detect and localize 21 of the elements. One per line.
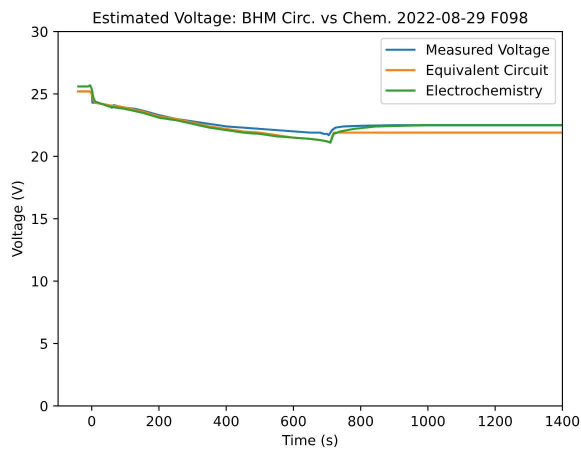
y-axis-title: Voltage (V): [12, 182, 26, 258]
legend-label: Electrochemistry: [426, 84, 542, 98]
y-tick-label: 30: [32, 26, 48, 38]
x-tick-label: 1200: [479, 416, 512, 426]
x-tick-label: 1000: [412, 416, 445, 426]
x-axis-title: Time (s): [282, 434, 338, 448]
legend-label: Equivalent Circuit: [426, 64, 548, 78]
x-tick-label: 200: [146, 416, 172, 426]
y-tick-label: 20: [32, 151, 48, 162]
x-tick-label: 0: [88, 416, 96, 426]
x-tick-label: 600: [281, 416, 306, 426]
x-tick-label: 400: [214, 416, 239, 426]
chart-title: Estimated Voltage: BHM Circ. vs Chem. 2022-08-29 F098: [94, 12, 528, 26]
y-tick-label: 5: [40, 338, 48, 349]
y-tick-label: 25: [32, 88, 48, 100]
y-tick-label: 15: [32, 214, 48, 224]
y-tick-label: 10: [32, 276, 48, 287]
x-tick-label: 1400: [546, 416, 580, 426]
y-tick-label: 0: [40, 400, 48, 412]
x-tick-label: 800: [348, 416, 374, 426]
legend-label: Measured Voltage: [426, 44, 550, 58]
